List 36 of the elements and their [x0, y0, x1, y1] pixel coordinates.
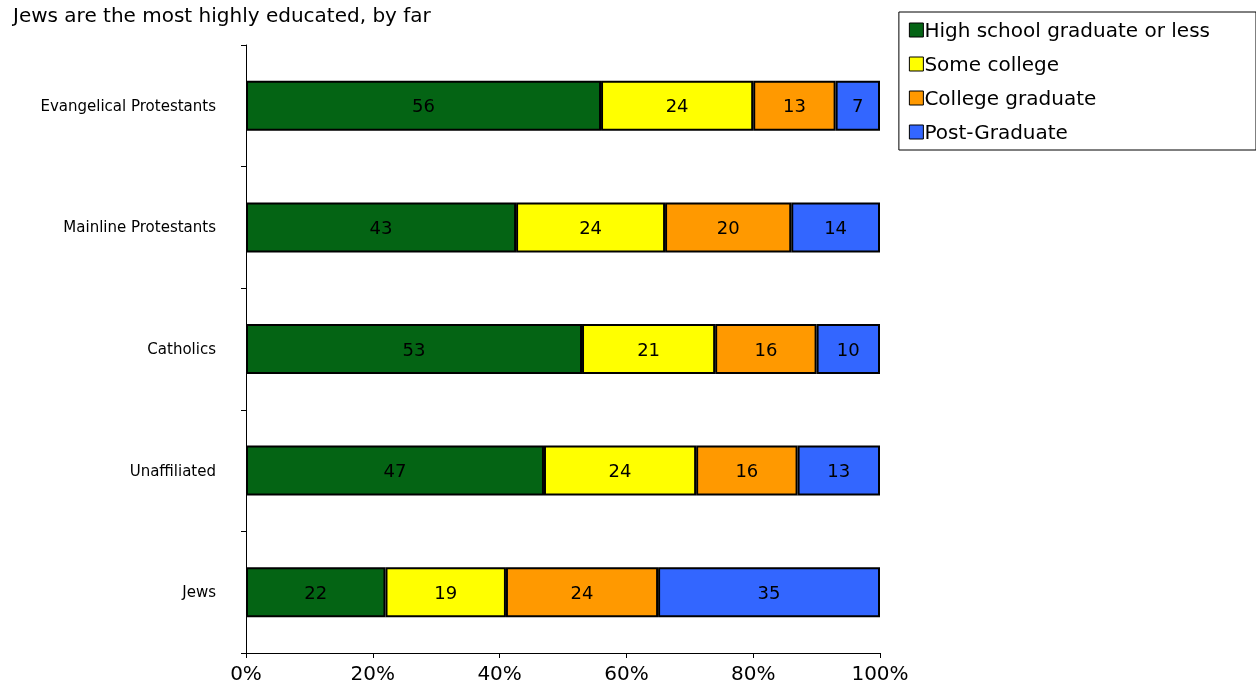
legend-label: High school graduate or less	[924, 18, 1210, 42]
x-tick-label: 0%	[230, 661, 262, 685]
y-tick-label: Catholics	[147, 340, 217, 358]
legend-label: Some college	[924, 52, 1060, 76]
data-label: 24	[579, 216, 603, 238]
data-label: 53	[402, 338, 426, 360]
x-tick-label: 20%	[350, 661, 396, 685]
data-label: 24	[665, 95, 689, 117]
legend-label: Post-Graduate	[924, 120, 1068, 144]
data-label: 24	[570, 581, 594, 603]
data-label: 7	[852, 95, 864, 117]
x-tick-label: 80%	[730, 661, 776, 685]
y-tick-label: Evangelical Protestants	[40, 96, 217, 115]
data-label: 16	[754, 338, 778, 360]
data-label: 21	[637, 338, 661, 360]
x-tick-label: 60%	[604, 661, 649, 685]
x-tick-label: 40%	[477, 661, 522, 685]
data-label: 24	[608, 460, 632, 482]
data-label: 56	[412, 95, 435, 117]
data-label: 22	[304, 581, 328, 603]
x-tick-label: 100%	[851, 661, 909, 685]
data-label: 10	[836, 338, 860, 360]
y-tick-label: Mainline Protestants	[63, 218, 217, 237]
data-label: 35	[757, 581, 781, 603]
y-tick-label: Jews	[181, 583, 217, 602]
y-tick-label: Unaffiliated	[129, 461, 216, 480]
data-label: 19	[434, 581, 458, 603]
data-label: 16	[735, 460, 759, 482]
data-label: 13	[827, 460, 851, 482]
legend-label: College graduate	[924, 86, 1097, 110]
data-label: 14	[824, 216, 848, 238]
data-label: 13	[782, 95, 806, 117]
data-label: 20	[716, 216, 740, 238]
data-label: 43	[369, 216, 393, 238]
chart-title: Jews are the most highly educated, by far	[11, 3, 432, 27]
data-label: 47	[383, 460, 407, 482]
